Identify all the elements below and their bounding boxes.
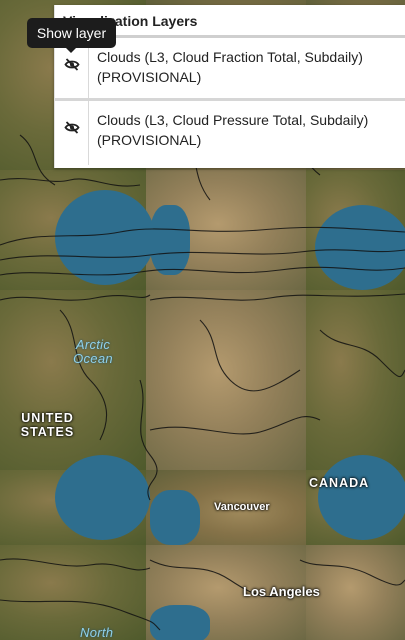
water-body: [315, 205, 405, 290]
layer-row[interactable]: Clouds (L3, Cloud Fraction Total, Subdai…: [55, 38, 405, 101]
map-label-canada: CANADA: [309, 476, 370, 490]
eye-slash-icon: [63, 58, 80, 71]
map-tile: [306, 545, 405, 640]
map-tile: [0, 290, 146, 470]
map-label-los-angeles: Los Angeles: [243, 584, 320, 599]
water-body: [55, 455, 150, 540]
water-body: [150, 205, 190, 275]
show-layer-tooltip: Show layer: [27, 18, 116, 48]
tooltip-arrow: [66, 48, 76, 53]
map-label-arctic-ocean: Arctic Ocean: [73, 337, 113, 367]
water-body: [318, 455, 405, 540]
layer-name: Clouds (L3, Cloud Fraction Total, Subdai…: [97, 49, 363, 85]
water-body: [150, 605, 210, 640]
map-tile: [146, 290, 306, 470]
layer-row[interactable]: Clouds (L3, Cloud Pressure Total, Subdai…: [55, 101, 405, 165]
layer-visibility-toggle[interactable]: [55, 38, 89, 98]
map-label-united-states: UNITED STATES: [20, 411, 75, 439]
layer-visibility-toggle[interactable]: [55, 101, 89, 165]
water-body: [55, 190, 155, 285]
water-body: [150, 490, 200, 545]
map-tile: [306, 290, 405, 470]
map-label-vancouver: Vancouver: [214, 501, 270, 513]
map-label-north: North: [80, 625, 114, 640]
eye-slash-icon: [63, 121, 80, 134]
layer-name: Clouds (L3, Cloud Pressure Total, Subdai…: [97, 112, 369, 148]
map-tile: [0, 545, 146, 640]
